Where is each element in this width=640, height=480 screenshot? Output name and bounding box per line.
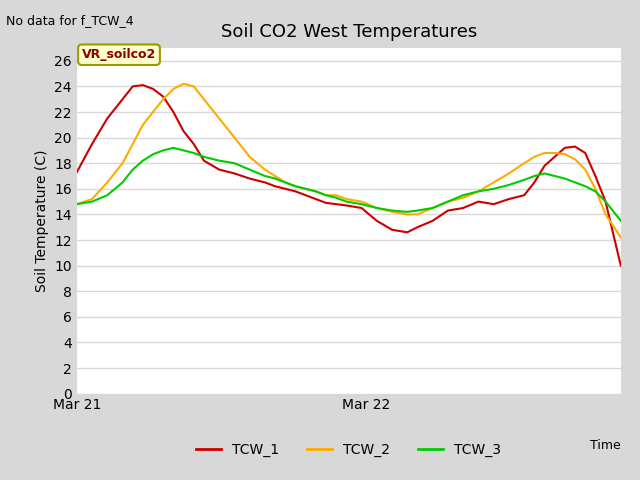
Y-axis label: Soil Temperature (C): Soil Temperature (C) [35,150,49,292]
Text: No data for f_TCW_4: No data for f_TCW_4 [6,14,134,27]
Text: Time: Time [590,439,621,452]
Legend: TCW_1, TCW_2, TCW_3: TCW_1, TCW_2, TCW_3 [191,437,507,463]
Title: Soil CO2 West Temperatures: Soil CO2 West Temperatures [221,23,477,41]
Text: VR_soilco2: VR_soilco2 [82,48,156,61]
